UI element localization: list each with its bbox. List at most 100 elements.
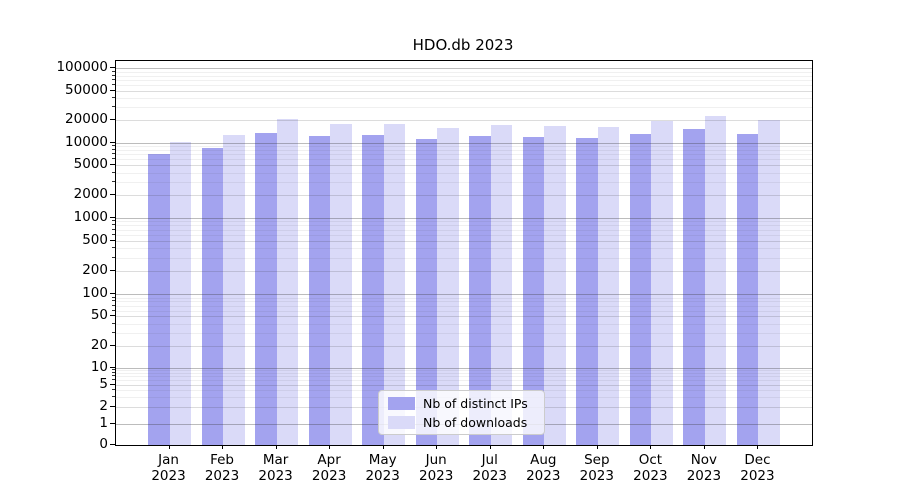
gridline-major bbox=[116, 271, 812, 273]
y-tick-label: 10 bbox=[90, 358, 108, 375]
gridline-major bbox=[116, 195, 812, 197]
gridline-minor bbox=[116, 229, 812, 231]
x-tick bbox=[543, 445, 545, 449]
y-tick-label: 20 bbox=[90, 336, 108, 353]
bar-distinct-ips-jun bbox=[415, 139, 438, 445]
bar-downloads-jun bbox=[437, 127, 459, 445]
bar-downloads-jan bbox=[169, 141, 191, 445]
y-tick-label: 100000 bbox=[56, 59, 108, 76]
y-tick bbox=[110, 406, 115, 408]
gridline-minor bbox=[116, 310, 812, 312]
bar-distinct-ips-apr bbox=[308, 136, 331, 445]
y-tick bbox=[110, 315, 115, 317]
y-tick bbox=[110, 67, 115, 69]
y-tick-label: 5 bbox=[99, 375, 108, 392]
gridline-minor bbox=[116, 373, 812, 375]
gridline-minor bbox=[116, 79, 812, 81]
y-tick-label: 20000 bbox=[65, 111, 108, 128]
y-minor-tick bbox=[112, 256, 115, 258]
gridline-major bbox=[116, 90, 812, 92]
x-tick-label: May 2023 bbox=[365, 452, 400, 484]
y-minor-tick bbox=[112, 78, 115, 80]
y-minor-tick bbox=[112, 369, 115, 371]
x-tick bbox=[757, 445, 759, 449]
gridline-major bbox=[116, 142, 812, 144]
bar-distinct-ips-oct bbox=[629, 134, 652, 445]
gridline-minor bbox=[116, 323, 812, 325]
gridline-major bbox=[116, 294, 812, 296]
gridline-minor bbox=[116, 332, 812, 334]
x-tick-label: Apr 2023 bbox=[311, 452, 347, 484]
bar-downloads-apr bbox=[330, 124, 352, 445]
bar-distinct-ips-jul bbox=[469, 136, 491, 445]
plot-area bbox=[115, 60, 813, 446]
x-tick bbox=[222, 445, 224, 449]
bar-distinct-ips-nov bbox=[683, 128, 705, 445]
y-minor-tick bbox=[112, 74, 115, 76]
x-tick bbox=[596, 445, 598, 449]
bar-distinct-ips-may bbox=[362, 135, 384, 445]
gridline-minor bbox=[116, 172, 812, 174]
x-tick-label: Jul 2023 bbox=[472, 452, 507, 484]
y-minor-tick bbox=[112, 145, 115, 147]
x-tick-label: Jun 2023 bbox=[419, 452, 454, 484]
gridline-minor bbox=[116, 75, 812, 77]
legend-label-distinct-ips: Nb of distinct IPs bbox=[423, 395, 528, 411]
bar-distinct-ips-feb bbox=[201, 147, 224, 445]
x-tick-label: Feb 2023 bbox=[204, 452, 240, 484]
y-tick-label: 1000 bbox=[73, 208, 108, 225]
legend-item-downloads: Nb of downloads bbox=[379, 415, 544, 430]
gridline-minor bbox=[116, 71, 812, 73]
gridline-minor bbox=[116, 305, 812, 307]
gridline-major bbox=[116, 68, 812, 70]
x-tick bbox=[275, 445, 277, 449]
legend-item-distinct-ips: Nb of distinct IPs bbox=[379, 396, 544, 411]
y-minor-tick bbox=[112, 372, 115, 374]
y-tick bbox=[110, 89, 115, 91]
y-tick bbox=[110, 443, 115, 445]
gridline-major bbox=[116, 345, 812, 347]
y-minor-tick bbox=[112, 322, 115, 324]
bar-downloads-oct bbox=[651, 120, 673, 445]
y-tick bbox=[110, 423, 115, 425]
gridline-minor bbox=[116, 149, 812, 151]
y-minor-tick bbox=[112, 83, 115, 85]
y-tick bbox=[110, 141, 115, 143]
gridline-minor bbox=[116, 380, 812, 382]
y-minor-tick bbox=[112, 96, 115, 98]
x-tick-label: Jan 2023 bbox=[151, 452, 186, 484]
legend-swatch-distinct-ips bbox=[388, 396, 415, 410]
y-minor-tick bbox=[112, 70, 115, 72]
gridline-minor bbox=[116, 97, 812, 99]
y-tick-label: 50 bbox=[90, 307, 108, 324]
gridline-minor bbox=[116, 181, 812, 183]
x-tick bbox=[329, 445, 331, 449]
x-tick bbox=[703, 445, 705, 449]
y-minor-tick bbox=[112, 304, 115, 306]
y-tick-label: 50000 bbox=[65, 81, 108, 98]
bar-distinct-ips-aug bbox=[522, 137, 545, 445]
y-tick bbox=[110, 344, 115, 346]
x-tick-label: Nov 2023 bbox=[686, 452, 722, 484]
x-tick-label: Mar 2023 bbox=[258, 452, 293, 484]
y-minor-tick bbox=[112, 389, 115, 391]
bar-distinct-ips-sep bbox=[576, 137, 598, 445]
gridline-minor bbox=[116, 146, 812, 148]
y-minor-tick bbox=[112, 379, 115, 381]
y-minor-tick bbox=[112, 309, 115, 311]
y-tick-label: 100 bbox=[82, 285, 108, 302]
y-minor-tick bbox=[112, 331, 115, 333]
y-minor-tick bbox=[112, 180, 115, 182]
x-tick bbox=[382, 445, 384, 449]
bar-distinct-ips-dec bbox=[736, 134, 759, 445]
bar-downloads-sep bbox=[597, 126, 620, 445]
y-minor-tick bbox=[112, 396, 115, 398]
chart-title: HDO.db 2023 bbox=[412, 36, 514, 54]
bar-downloads-jul bbox=[490, 124, 513, 445]
bar-downloads-aug bbox=[544, 125, 566, 445]
x-tick bbox=[650, 445, 652, 449]
y-tick-label: 2 bbox=[99, 398, 108, 415]
gridline-major bbox=[116, 120, 812, 122]
bar-downloads-mar bbox=[276, 119, 299, 445]
